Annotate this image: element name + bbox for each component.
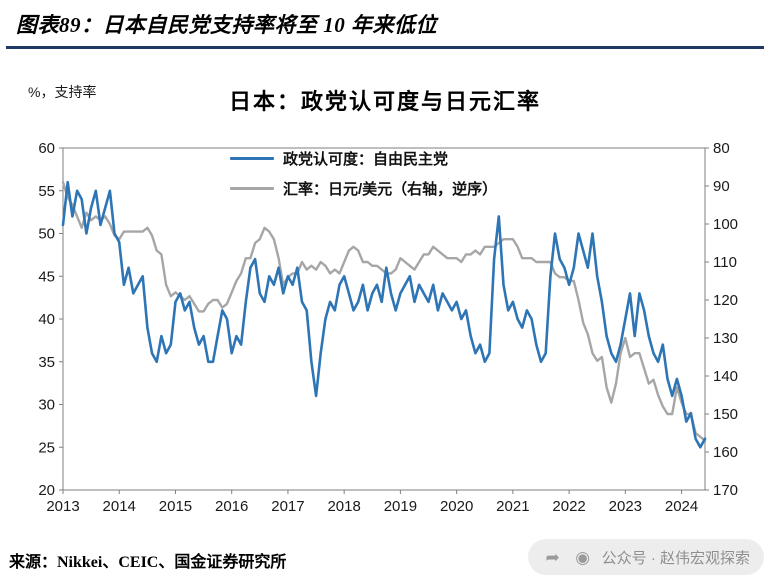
wechat-account-badge: ➦ ◉ 公众号 · 赵伟宏观探索 — [527, 539, 764, 575]
line-swatch-blue — [230, 157, 274, 160]
svg-text:45: 45 — [38, 268, 55, 285]
svg-text:2015: 2015 — [159, 498, 192, 515]
svg-text:2021: 2021 — [496, 498, 529, 515]
svg-text:2014: 2014 — [103, 498, 136, 515]
account-logo-icon: ◉ — [575, 547, 591, 567]
left-axis-unit-label: %，支持率 — [28, 84, 97, 100]
line-swatch-gray — [230, 187, 274, 190]
svg-text:170: 170 — [713, 482, 738, 499]
svg-text:2016: 2016 — [215, 498, 248, 515]
legend-label-ldp-approval: 政党认可度：自由民主党 — [283, 151, 449, 168]
svg-text:55: 55 — [38, 183, 55, 200]
svg-text:40: 40 — [38, 311, 55, 328]
svg-text:2022: 2022 — [552, 498, 585, 515]
chart-legend: 政党认可度：自由民主党 汇率：日元/美元（右轴，逆序） — [230, 148, 497, 199]
svg-text:25: 25 — [38, 439, 55, 456]
svg-text:35: 35 — [38, 354, 55, 371]
legend-label-jpy-usd: 汇率：日元/美元（右轴，逆序） — [283, 181, 498, 198]
source-note: 来源：Nikkei、CEIC、国金证券研究所 — [9, 554, 287, 571]
svg-text:90: 90 — [713, 178, 730, 195]
svg-text:150: 150 — [713, 406, 738, 423]
header: 图表89：日本自民党支持率将至 10 年来低位 — [6, 0, 764, 49]
legend-item-ldp-approval: 政党认可度：自由民主党 — [230, 148, 497, 169]
svg-text:30: 30 — [38, 397, 55, 414]
svg-text:2013: 2013 — [46, 498, 79, 515]
svg-text:160: 160 — [713, 444, 738, 461]
svg-text:2020: 2020 — [440, 498, 473, 515]
legend-item-jpy-usd: 汇率：日元/美元（右轴，逆序） — [230, 178, 497, 199]
page-title: 图表89：日本自民党支持率将至 10 年来低位 — [16, 13, 437, 37]
svg-text:120: 120 — [713, 292, 738, 309]
svg-text:130: 130 — [713, 330, 738, 347]
svg-text:50: 50 — [38, 226, 55, 243]
svg-text:2017: 2017 — [271, 498, 304, 515]
svg-text:2024: 2024 — [665, 498, 698, 515]
chart-title: 日本：政党认可度与日元汇率 — [228, 89, 541, 114]
svg-text:110: 110 — [713, 254, 737, 271]
chart-canvas: 20 25 30 35 40 45 50 55 60 80 90 100 110 120 130 140 150… — [38, 140, 738, 515]
svg-text:20: 20 — [38, 482, 55, 499]
share-icon: ➦ — [545, 547, 560, 567]
svg-text:80: 80 — [713, 140, 730, 157]
wechat-account-name: 公众号 · 赵伟宏观探索 — [601, 549, 750, 567]
svg-text:140: 140 — [713, 368, 738, 385]
svg-text:2023: 2023 — [609, 498, 642, 515]
svg-text:100: 100 — [713, 216, 738, 233]
svg-text:60: 60 — [38, 140, 55, 157]
svg-text:2018: 2018 — [327, 498, 360, 515]
svg-text:2019: 2019 — [384, 498, 417, 515]
